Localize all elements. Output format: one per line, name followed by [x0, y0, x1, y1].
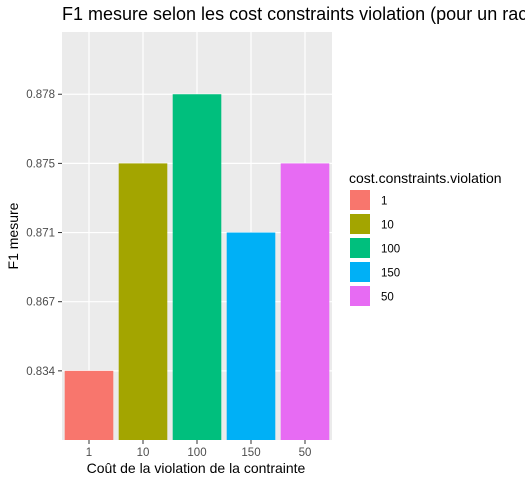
- bar-1: [64, 370, 114, 440]
- legend-label-10: 10: [381, 220, 394, 232]
- legend-swatch-150: [350, 262, 370, 282]
- legend-swatch-100: [350, 238, 370, 258]
- x-tick-label: 10: [137, 447, 150, 459]
- y-tick-label: 0.867: [26, 297, 55, 309]
- x-tick-label: 100: [187, 447, 206, 459]
- x-tick-label: 150: [241, 447, 260, 459]
- legend-label-150: 150: [381, 268, 400, 280]
- legend: cost.constraints.violation 1 10 100 150 50: [349, 170, 502, 306]
- bar-10: [118, 163, 168, 440]
- legend-label-50: 50: [381, 292, 394, 304]
- legend-swatch-50: [350, 286, 370, 306]
- x-axis-label: Coût de la violation de la contrainte: [87, 460, 306, 476]
- legend-label-100: 100: [381, 244, 400, 256]
- y-tick-label: 0.834: [26, 366, 55, 378]
- y-axis-label: F1 mesure: [5, 202, 21, 269]
- bar-150: [226, 232, 276, 440]
- y-tick-label: 0.871: [26, 228, 55, 240]
- x-tick-label: 1: [86, 447, 92, 459]
- bar-50: [280, 163, 330, 440]
- x-tick-label: 50: [299, 447, 312, 459]
- legend-swatch-10: [350, 214, 370, 234]
- y-tick-label: 0.875: [26, 158, 55, 170]
- y-tick-label: 0.878: [26, 89, 55, 101]
- chart-title: F1 mesure selon les cost constraints vio…: [62, 4, 525, 24]
- bar-100: [172, 94, 222, 440]
- legend-swatch-1: [350, 190, 370, 210]
- legend-title: cost.constraints.violation: [349, 170, 502, 186]
- legend-label-1: 1: [381, 196, 387, 208]
